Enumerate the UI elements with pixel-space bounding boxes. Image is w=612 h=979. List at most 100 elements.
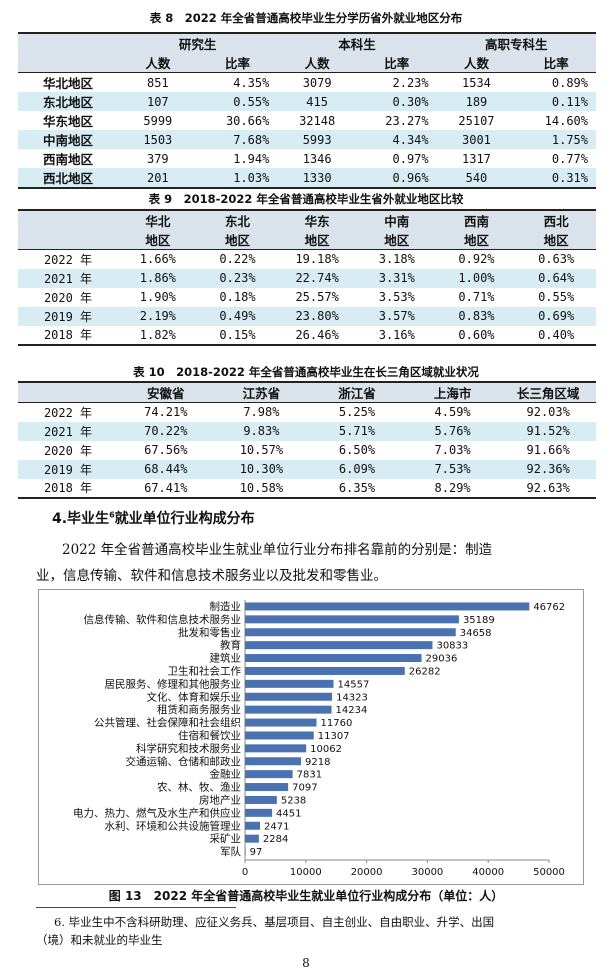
table-cell: 3.31% — [356, 268, 437, 288]
table-row: 华东地区 5999 30.66% 32148 23.27% 25107 14.60% — [18, 111, 596, 130]
category-label: 房地产业 — [199, 793, 241, 806]
category-label: 教育 — [220, 639, 241, 652]
bar — [245, 834, 259, 843]
table-row: 华北地区 851 4.35% 3079 2.23% 1534 0.89% — [18, 72, 596, 92]
bar-value-label: 11307 — [318, 731, 350, 742]
table8: 研究生 本科生 高职专科生 人数 比率 人数 比率 人数 比率 华北地区 851 4.35% 3… — [18, 32, 596, 189]
bar — [245, 821, 261, 830]
table-row: 西北地区 201 1.03% 1330 0.96% 540 0.31% — [18, 168, 596, 188]
t8-subheader: 人数 — [277, 53, 357, 73]
table-cell: 2.19% — [118, 306, 198, 326]
bar — [245, 679, 334, 688]
t9-header: 西北 — [516, 210, 596, 230]
bar — [245, 641, 433, 650]
table-cell: 25107 — [436, 111, 517, 130]
row-label: 东北地区 — [18, 92, 118, 111]
bar-value-label: 30833 — [436, 641, 468, 652]
table-row: 东北地区 107 0.55% 415 0.30% 189 0.11% — [18, 92, 596, 111]
footnote-line2: （境）和未就业的毕业生 — [36, 933, 163, 947]
table-cell: 0.64% — [516, 268, 596, 288]
row-label: 2018 年 — [18, 325, 118, 345]
bar-value-label: 10062 — [310, 744, 342, 755]
row-label: 2022 年 — [18, 249, 118, 269]
table-cell: 1.66% — [118, 249, 198, 269]
bar-value-label: 2284 — [263, 834, 288, 845]
category-label: 批发和零售业 — [178, 626, 241, 639]
table-cell: 8.29% — [404, 478, 501, 498]
table-cell: 0.55% — [197, 92, 278, 111]
table-cell: 30.66% — [197, 111, 278, 130]
table-cell: 0.97% — [356, 149, 437, 168]
table-cell: 10.58% — [213, 478, 310, 498]
t8-subheader: 人数 — [436, 53, 517, 73]
table-cell: 10.30% — [213, 459, 310, 479]
category-label: 租赁和商务服务业 — [157, 703, 241, 716]
bar-value-label: 9218 — [305, 757, 330, 768]
bar-value-label: 35189 — [463, 615, 495, 626]
bar-value-label: 14234 — [336, 705, 368, 716]
row-label: 2018 年 — [18, 478, 118, 498]
bar — [245, 847, 246, 856]
category-label: 采矿业 — [210, 832, 242, 845]
section-heading: 4.毕业生6就业单位行业构成分布 — [52, 510, 255, 527]
bar — [245, 654, 422, 663]
table-cell: 851 — [118, 72, 198, 92]
category-label: 金融业 — [210, 768, 242, 781]
table-row: 2021 年 70.22% 9.83% 5.71% 5.76% 91.52% — [18, 421, 596, 441]
table10-caption: 表 10 2018-2022 年全省普通高校毕业生在长三角区域就业状况 — [133, 365, 479, 379]
t9-header: 地区 — [277, 230, 357, 250]
table-cell: 0.55% — [516, 287, 596, 307]
table-cell: 91.52% — [500, 421, 596, 441]
table-cell: 0.77% — [516, 149, 596, 168]
bar — [245, 757, 302, 766]
table-cell: 107 — [118, 92, 198, 111]
bar — [245, 628, 456, 637]
category-label: 水利、环境和公共设施管理业 — [105, 819, 242, 832]
category-label: 制造业 — [210, 600, 242, 613]
category-label: 居民服务、修理和其他服务业 — [105, 677, 242, 690]
table-cell: 3079 — [277, 72, 357, 92]
t9-header: 地区 — [356, 230, 437, 250]
table-cell: 0.40% — [516, 325, 596, 345]
bar — [245, 795, 277, 804]
table-cell: 70.22% — [118, 421, 214, 441]
t9-header: 地区 — [516, 230, 596, 250]
table-cell: 3.53% — [356, 287, 437, 307]
chart-caption: 图 13 2022 年全省普通高校毕业生就业单位行业构成分布（单位：人） — [108, 889, 504, 903]
table-cell: 10.57% — [213, 440, 310, 460]
paragraph-line2: 业，信息传输、软件和信息技术服务业以及批发和零售业。 — [36, 568, 387, 584]
bar — [245, 692, 333, 701]
bar-value-label: 14557 — [338, 679, 370, 690]
t10-header: 江苏省 — [213, 382, 310, 403]
t9-header: 地区 — [197, 230, 278, 250]
category-label: 军队 — [220, 845, 241, 858]
table9: 华北 东北 华东 中南 西南 西北 地区 地区 地区 地区 地区 地区 2022 年 1.66% 0.2… — [18, 209, 596, 346]
table-cell: 7.68% — [197, 130, 278, 149]
row-label: 2021 年 — [18, 268, 118, 288]
x-tick-label: 10000 — [290, 867, 322, 878]
table-cell: 0.15% — [197, 325, 278, 345]
bar-value-label: 7097 — [292, 783, 317, 794]
table-cell: 1.82% — [118, 325, 198, 345]
table-cell: 5999 — [118, 111, 198, 130]
table-cell: 1.90% — [118, 287, 198, 307]
table-cell: 0.89% — [516, 72, 596, 92]
table-row: 2020 年 67.56% 10.57% 6.50% 7.03% 91.66% — [18, 440, 596, 460]
table-cell: 4.35% — [197, 72, 278, 92]
table-cell: 6.35% — [309, 478, 405, 498]
x-tick-label: 50000 — [533, 867, 565, 878]
industry-bar-chart: 制造业 46762 信息传输、软件和信息技术服务业 35189 批发和零售业 34658 教… — [73, 600, 565, 878]
table-cell: 26.46% — [277, 325, 357, 345]
table-cell: 19.18% — [277, 249, 357, 269]
bar-value-label: 34658 — [460, 628, 492, 639]
table-cell: 3001 — [436, 130, 517, 149]
x-tick-label: 0 — [242, 867, 248, 878]
table-cell: 14.60% — [516, 111, 596, 130]
table-cell: 3.16% — [356, 325, 437, 345]
x-tick-label: 40000 — [472, 867, 504, 878]
table-cell: 5993 — [277, 130, 357, 149]
bar — [245, 666, 405, 675]
table-cell: 67.56% — [118, 440, 214, 460]
t9-header: 地区 — [436, 230, 517, 250]
footnote-line1: 6. 毕业生中不含科研助理、应征义务兵、基层项目、自主创业、自由职业、升学、出国 — [54, 915, 495, 929]
